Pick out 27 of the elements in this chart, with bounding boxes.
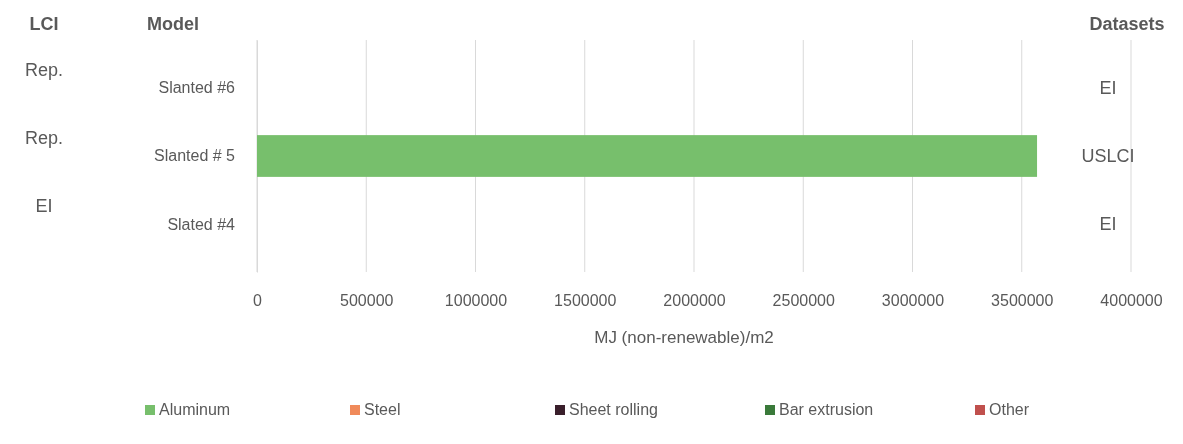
y-tick-label: Slanted # 5 (154, 147, 236, 165)
y-tick-label: Slated #4 (167, 215, 236, 233)
annotation: USLCI (1081, 146, 1135, 166)
legend-label: Bar extrusion (779, 401, 874, 418)
annotation: EI (1099, 214, 1117, 235)
legend-label: Sheet rolling (569, 401, 658, 418)
text: Datasets (1089, 14, 1165, 34)
x-tick-label: 1500000 (554, 292, 617, 310)
x-axis-title: MJ (non-renewable)/m2 (594, 328, 774, 347)
x-tick-label: 0 (253, 292, 263, 310)
legend-label: Aluminum (159, 401, 231, 418)
text: EI (35, 196, 53, 217)
annotation: EI (1099, 77, 1117, 98)
legend-label: Steel (364, 401, 401, 418)
text: Rep. (24, 128, 64, 148)
x-tick-label: 500000 (340, 292, 394, 310)
x-tick-label: 3000000 (881, 292, 945, 310)
x-tick-label: 2500000 (772, 292, 835, 310)
y-axis-title: Model (147, 14, 199, 34)
x-tick-label: 4000000 (1100, 292, 1163, 310)
legend-label: Other (989, 401, 1030, 418)
x-tick-label: 3500000 (991, 292, 1054, 310)
y-tick-label: Slanted #6 (158, 78, 236, 96)
text: LCI (29, 14, 59, 34)
text: Rep. (24, 59, 64, 80)
x-tick-label: 1000000 (444, 292, 508, 310)
x-tick-label: 2000000 (663, 292, 726, 310)
